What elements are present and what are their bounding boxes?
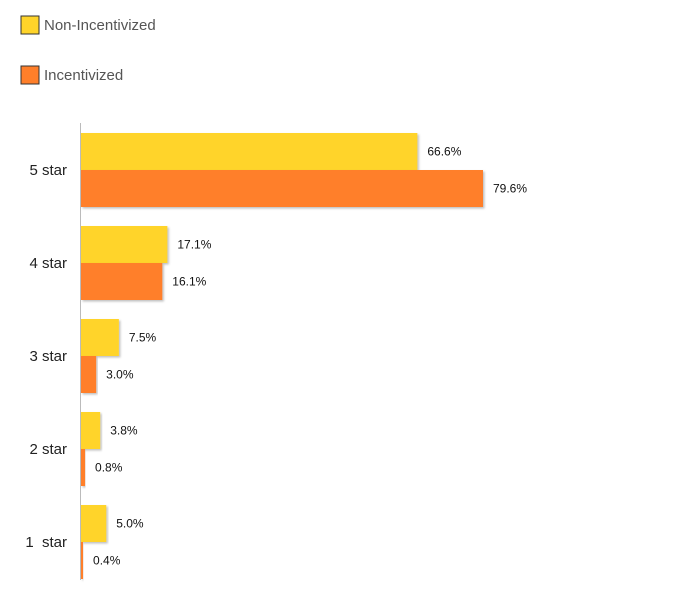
category-label: 1 star [25, 534, 67, 551]
data-label: 16.1% [172, 275, 206, 289]
bar-incentivized [81, 542, 84, 579]
data-label: 66.6% [427, 145, 461, 159]
bar-non-incentivized [81, 505, 107, 542]
category-label: 5 star [29, 162, 67, 179]
legend-item-non-incentivized: Non-Incentivized [20, 15, 156, 35]
bar-incentivized [81, 170, 483, 207]
data-label: 5.0% [116, 517, 144, 531]
bar-incentivized [81, 356, 97, 393]
category-label: 2 star [29, 441, 67, 458]
category-label: 4 star [29, 255, 67, 272]
data-label: 17.1% [177, 238, 211, 252]
legend-label-incentivized: Incentivized [44, 67, 123, 84]
category-label: 3 star [29, 348, 67, 365]
legend-swatch-incentivized [20, 65, 40, 85]
data-label: 0.8% [95, 461, 123, 475]
legend-label-non-incentivized: Non-Incentivized [44, 17, 156, 34]
data-label: 79.6% [493, 182, 527, 196]
data-label: 7.5% [129, 331, 157, 345]
bar-non-incentivized [81, 226, 168, 263]
legend: Non-Incentivized Incentivized [20, 15, 156, 85]
legend-item-incentivized: Incentivized [20, 65, 123, 85]
plot-area: 5 star 66.6% 79.6% 4 star 17.1% 16.1% 3 star 7.… [25, 133, 527, 579]
bar-non-incentivized [81, 133, 418, 170]
bar-non-incentivized [81, 319, 119, 356]
bar-incentivized [81, 263, 163, 300]
data-label: 3.0% [106, 368, 134, 382]
data-label: 3.8% [110, 424, 138, 438]
legend-swatch-non-incentivized [20, 15, 40, 35]
bar-incentivized [81, 449, 86, 486]
bar-non-incentivized [81, 412, 101, 449]
data-label: 0.4% [93, 554, 121, 568]
